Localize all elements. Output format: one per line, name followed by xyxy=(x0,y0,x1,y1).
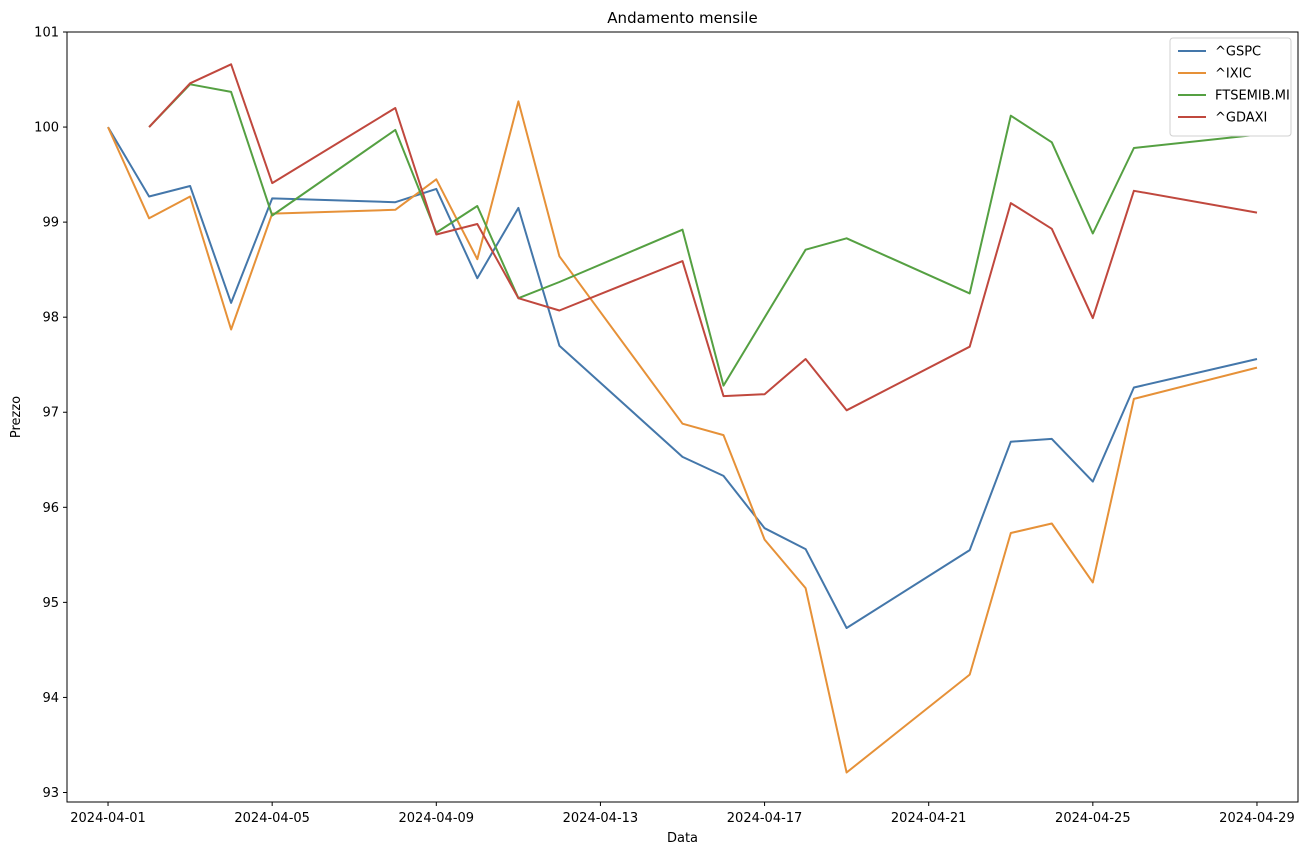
series-line-gdaxi xyxy=(148,63,1258,412)
x-tick-label: 2024-04-09 xyxy=(399,811,475,826)
y-tick-label: 98 xyxy=(42,311,59,326)
x-axis-label: Data xyxy=(667,831,698,846)
y-tick-label: 95 xyxy=(42,596,59,611)
x-tick-label: 2024-04-05 xyxy=(234,811,310,826)
x-tick-label: 2024-04-21 xyxy=(891,811,967,826)
x-tick-label: 2024-04-01 xyxy=(70,811,146,826)
x-tick-label: 2024-04-17 xyxy=(727,811,803,826)
series-line-ixic xyxy=(107,100,1258,774)
legend: ^GSPC ^IXIC FTSEMIB.MI ^GDAXI xyxy=(1169,37,1292,137)
legend-label: FTSEMIB.MI xyxy=(1215,89,1290,104)
plot-area xyxy=(66,31,1299,803)
series-layer xyxy=(107,63,1258,774)
y-tick-label: 99 xyxy=(42,216,59,231)
series-line-ftsemib-mi xyxy=(148,83,1258,387)
y-tick-label: 101 xyxy=(34,26,59,41)
legend-box xyxy=(1169,37,1292,137)
series-line-gspc xyxy=(107,126,1258,629)
chart-title: Andamento mensile xyxy=(607,9,757,27)
x-tick-label: 2024-04-29 xyxy=(1219,811,1295,826)
legend-label: ^IXIC xyxy=(1215,67,1252,82)
y-tick-label: 96 xyxy=(42,501,59,516)
y-axis: 93 94 95 96 97 98 99 100 101 xyxy=(34,26,67,801)
x-tick-label: 2024-04-13 xyxy=(563,811,639,826)
y-tick-label: 93 xyxy=(42,786,59,801)
legend-label: ^GSPC xyxy=(1215,45,1261,60)
y-axis-label: Prezzo xyxy=(9,396,24,438)
legend-label: ^GDAXI xyxy=(1215,111,1267,126)
x-tick-label: 2024-04-25 xyxy=(1055,811,1131,826)
y-tick-label: 94 xyxy=(42,691,59,706)
y-tick-label: 100 xyxy=(34,121,59,136)
y-tick-label: 97 xyxy=(42,406,59,421)
x-axis: 2024-04-01 2024-04-05 2024-04-09 2024-04-13… xyxy=(70,802,1295,826)
